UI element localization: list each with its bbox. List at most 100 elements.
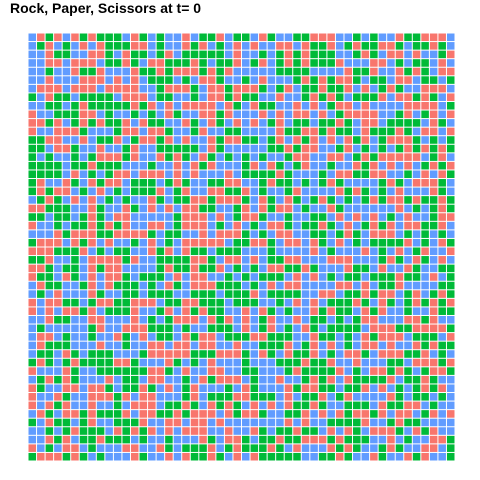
grid-cell-paper xyxy=(199,119,207,127)
grid-cell-paper xyxy=(344,248,352,256)
grid-cell-rock xyxy=(182,427,190,435)
grid-cell-paper xyxy=(174,239,182,247)
grid-cell-paper xyxy=(225,342,233,350)
grid-cell-rock xyxy=(319,111,327,119)
grid-cell-paper xyxy=(225,265,233,273)
grid-cell-paper xyxy=(157,427,165,435)
grid-cell-rock xyxy=(319,222,327,230)
grid-cell-paper xyxy=(319,350,327,358)
grid-cell-paper xyxy=(310,290,318,298)
grid-cell-rock xyxy=(362,136,370,144)
grid-cell-paper xyxy=(285,248,293,256)
grid-cell-rock xyxy=(88,34,96,42)
grid-cell-scissors xyxy=(413,42,421,50)
grid-cell-rock xyxy=(63,410,71,418)
grid-cell-rock xyxy=(327,179,335,187)
grid-cell-paper xyxy=(131,162,139,170)
grid-cell-paper xyxy=(242,145,250,153)
grid-cell-paper xyxy=(259,359,267,367)
grid-cell-rock xyxy=(97,76,105,84)
grid-cell-scissors xyxy=(165,76,173,84)
grid-cell-rock xyxy=(157,342,165,350)
grid-cell-scissors xyxy=(105,359,113,367)
grid-cell-rock xyxy=(430,42,438,50)
grid-cell-scissors xyxy=(387,119,395,127)
grid-cell-scissors xyxy=(336,444,344,452)
grid-cell-rock xyxy=(251,333,259,341)
grid-cell-scissors xyxy=(97,427,105,435)
grid-cell-scissors xyxy=(88,436,96,444)
grid-cell-rock xyxy=(148,128,156,136)
grid-cell-paper xyxy=(199,316,207,324)
grid-cell-paper xyxy=(37,299,45,307)
grid-cell-paper xyxy=(63,153,71,161)
grid-cell-scissors xyxy=(302,350,310,358)
grid-cell-rock xyxy=(46,402,54,410)
grid-cell-paper xyxy=(148,307,156,315)
grid-cell-paper xyxy=(387,316,395,324)
grid-cell-paper xyxy=(285,93,293,101)
grid-cell-scissors xyxy=(242,93,250,101)
grid-cell-rock xyxy=(174,410,182,418)
grid-cell-scissors xyxy=(285,153,293,161)
grid-cell-scissors xyxy=(37,42,45,50)
grid-cell-rock xyxy=(208,188,216,196)
grid-cell-paper xyxy=(379,162,387,170)
grid-cell-paper xyxy=(370,188,378,196)
grid-cell-rock xyxy=(430,436,438,444)
grid-cell-rock xyxy=(421,359,429,367)
grid-cell-rock xyxy=(285,145,293,153)
grid-cell-paper xyxy=(225,367,233,375)
grid-cell-rock xyxy=(29,128,37,136)
grid-cell-paper xyxy=(54,42,62,50)
grid-cell-scissors xyxy=(447,196,455,204)
grid-cell-paper xyxy=(63,68,71,76)
grid-cell-scissors xyxy=(88,325,96,333)
grid-cell-paper xyxy=(29,290,37,298)
grid-cell-paper xyxy=(97,128,105,136)
grid-cell-scissors xyxy=(353,419,361,427)
grid-cell-paper xyxy=(216,342,224,350)
grid-cell-rock xyxy=(379,299,387,307)
grid-cell-scissors xyxy=(114,128,122,136)
grid-cell-rock xyxy=(396,188,404,196)
grid-cell-paper xyxy=(242,119,250,127)
grid-cell-rock xyxy=(216,93,224,101)
grid-cell-rock xyxy=(310,248,318,256)
grid-cell-scissors xyxy=(404,290,412,298)
grid-cell-rock xyxy=(404,111,412,119)
grid-cell-rock xyxy=(327,153,335,161)
grid-cell-scissors xyxy=(404,170,412,178)
grid-cell-paper xyxy=(438,248,446,256)
grid-cell-scissors xyxy=(404,436,412,444)
grid-cell-paper xyxy=(404,179,412,187)
grid-cell-paper xyxy=(336,162,344,170)
grid-cell-paper xyxy=(251,51,259,59)
grid-cell-scissors xyxy=(233,188,241,196)
grid-cell-rock xyxy=(430,427,438,435)
grid-cell-paper xyxy=(276,393,284,401)
grid-cell-rock xyxy=(404,93,412,101)
grid-cell-scissors xyxy=(396,119,404,127)
grid-cell-paper xyxy=(140,111,148,119)
grid-cell-rock xyxy=(285,256,293,264)
grid-cell-scissors xyxy=(216,282,224,290)
grid-cell-paper xyxy=(37,436,45,444)
grid-cell-paper xyxy=(105,419,113,427)
grid-cell-scissors xyxy=(165,230,173,238)
grid-cell-scissors xyxy=(268,290,276,298)
grid-cell-scissors xyxy=(122,307,130,315)
grid-cell-scissors xyxy=(54,282,62,290)
grid-cell-paper xyxy=(362,427,370,435)
grid-cell-rock xyxy=(71,427,79,435)
grid-cell-paper xyxy=(148,153,156,161)
grid-cell-scissors xyxy=(379,85,387,93)
grid-cell-rock xyxy=(242,393,250,401)
grid-cell-rock xyxy=(344,393,352,401)
grid-cell-scissors xyxy=(165,68,173,76)
grid-cell-rock xyxy=(387,350,395,358)
grid-cell-scissors xyxy=(191,85,199,93)
grid-cell-scissors xyxy=(122,290,130,298)
grid-cell-scissors xyxy=(63,248,71,256)
grid-cell-rock xyxy=(140,93,148,101)
